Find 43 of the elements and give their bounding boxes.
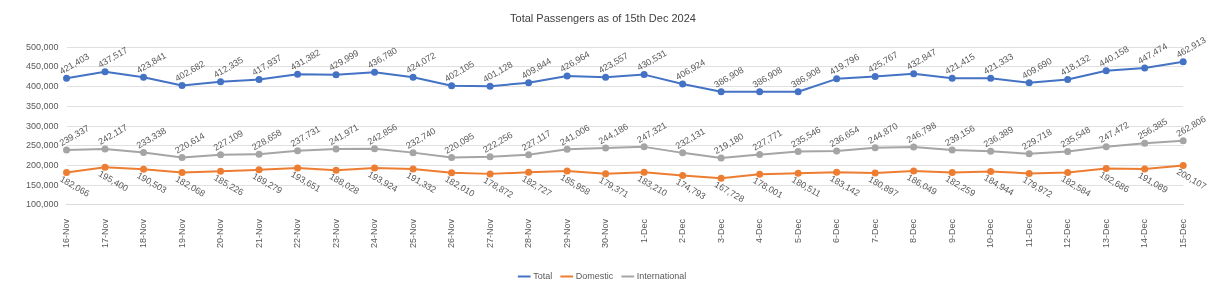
x-tick-label: 3-Dec <box>715 218 726 243</box>
legend-label: International <box>636 270 687 281</box>
x-tick-label: 22-Nov <box>292 218 303 248</box>
y-tick-label: 200,000 <box>25 160 59 171</box>
x-tick-label: 24-Nov <box>369 218 380 248</box>
y-tick-label: 100,000 <box>25 199 59 210</box>
x-tick-label: 23-Nov <box>330 218 341 248</box>
x-tick-label: 2-Dec <box>677 218 688 243</box>
x-tick-label: 26-Nov <box>446 218 457 248</box>
x-tick-label: 10-Dec <box>985 218 996 248</box>
x-tick-label: 19-Nov <box>176 218 187 248</box>
x-tick-label: 15-Dec <box>1177 218 1188 248</box>
x-tick-label: 29-Nov <box>561 218 572 248</box>
y-tick-label: 350,000 <box>25 100 59 111</box>
x-tick-label: 25-Nov <box>407 218 418 248</box>
x-tick-label: 18-Nov <box>138 218 149 248</box>
y-tick-label: 150,000 <box>25 179 59 190</box>
x-tick-label: 27-Nov <box>484 218 495 248</box>
legend-label: Domestic <box>575 270 614 281</box>
x-tick-label: 12-Dec <box>1062 218 1073 248</box>
x-tick-label: 30-Nov <box>600 218 611 248</box>
x-tick-label: 14-Dec <box>1139 218 1150 248</box>
x-tick-label: 21-Nov <box>253 218 264 248</box>
x-tick-label: 6-Dec <box>831 218 842 243</box>
y-tick-label: 400,000 <box>25 81 59 92</box>
x-tick-label: 8-Dec <box>908 218 919 243</box>
x-tick-label: 7-Dec <box>869 218 880 243</box>
y-tick-label: 500,000 <box>25 41 59 52</box>
x-tick-label: 4-Dec <box>754 218 765 243</box>
y-tick-label: 300,000 <box>25 120 59 131</box>
x-tick-label: 1-Dec <box>638 218 649 243</box>
legend-label: Total <box>533 270 553 281</box>
x-tick-label: 28-Nov <box>523 218 534 248</box>
x-tick-label: 16-Nov <box>61 218 72 248</box>
x-tick-label: 5-Dec <box>792 218 803 243</box>
y-tick-label: 450,000 <box>25 61 59 72</box>
x-tick-label: 13-Dec <box>1100 218 1111 248</box>
x-tick-label: 11-Dec <box>1023 218 1034 248</box>
x-tick-label: 9-Dec <box>946 218 957 243</box>
y-tick-label: 250,000 <box>25 140 59 151</box>
x-tick-label: 20-Nov <box>215 218 226 248</box>
x-tick-label: 17-Nov <box>99 218 110 248</box>
chart-title: Total Passengers as of 15th Dec 2024 <box>510 11 696 24</box>
